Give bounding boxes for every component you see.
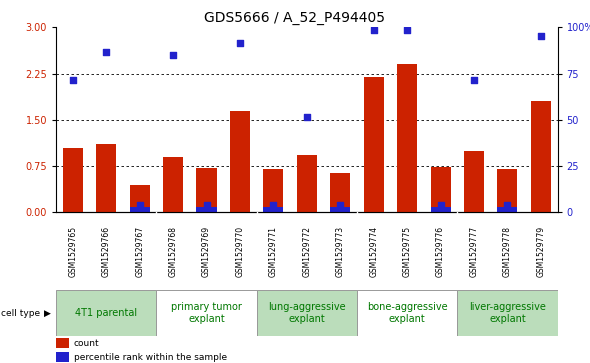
Bar (330, 207, 350, 212)
Point (436, 202, 445, 208)
Bar (63, 147, 83, 212)
Text: ▶: ▶ (44, 309, 51, 318)
Text: GSM1529769: GSM1529769 (202, 226, 211, 277)
Text: cell type: cell type (1, 309, 40, 318)
Bar (431, 207, 451, 212)
Point (135, 202, 145, 208)
Point (202, 202, 211, 208)
Text: GSM1529770: GSM1529770 (235, 226, 244, 277)
Bar (363, 77, 384, 212)
Text: GSM1529765: GSM1529765 (68, 226, 77, 277)
Bar (56, 338, 68, 348)
Point (503, 202, 512, 208)
Text: GSM1529772: GSM1529772 (302, 226, 312, 277)
Bar (531, 101, 551, 212)
Text: GSM1529771: GSM1529771 (269, 226, 278, 277)
Text: bone-aggressive
explant: bone-aggressive explant (367, 302, 447, 324)
Text: liver-aggressive
explant: liver-aggressive explant (469, 302, 546, 324)
Bar (297, 155, 317, 212)
Text: GSM1529774: GSM1529774 (369, 226, 378, 277)
Point (235, 40, 245, 45)
Text: GSM1529778: GSM1529778 (503, 226, 512, 277)
Text: GSM1529776: GSM1529776 (436, 226, 445, 277)
Text: GSM1529775: GSM1529775 (402, 226, 412, 277)
Point (168, 52, 178, 58)
Text: 4T1 parental: 4T1 parental (75, 308, 137, 318)
Bar (263, 207, 283, 212)
Text: lung-aggressive
explant: lung-aggressive explant (268, 302, 346, 324)
Bar (497, 169, 517, 212)
Bar (263, 169, 283, 212)
Bar (156, 290, 257, 336)
Bar (56, 290, 156, 336)
Text: primary tumor
explant: primary tumor explant (171, 302, 242, 324)
Point (369, 27, 378, 33)
Text: GSM1529767: GSM1529767 (135, 226, 144, 277)
Bar (497, 207, 517, 212)
Bar (357, 290, 457, 336)
Bar (196, 207, 217, 212)
Bar (56, 352, 68, 362)
Bar (397, 64, 417, 212)
Text: GSM1529777: GSM1529777 (470, 226, 478, 277)
Point (336, 202, 345, 208)
Point (101, 49, 111, 55)
Point (402, 27, 412, 33)
Bar (196, 168, 217, 212)
Bar (457, 290, 558, 336)
Bar (96, 144, 116, 212)
Point (68, 77, 77, 82)
Bar (431, 167, 451, 212)
Point (469, 77, 478, 82)
Bar (130, 185, 150, 212)
Bar (330, 174, 350, 212)
Bar (163, 157, 183, 212)
Bar (130, 207, 150, 212)
Text: GSM1529768: GSM1529768 (169, 226, 178, 277)
Text: count: count (74, 339, 99, 348)
Text: GSM1529766: GSM1529766 (101, 226, 111, 277)
Bar (257, 290, 357, 336)
Text: GSM1529773: GSM1529773 (336, 226, 345, 277)
Point (268, 202, 278, 208)
Bar (230, 110, 250, 212)
Text: GDS5666 / A_52_P494405: GDS5666 / A_52_P494405 (205, 11, 385, 25)
Text: percentile rank within the sample: percentile rank within the sample (74, 352, 227, 362)
Point (536, 33, 546, 39)
Text: GSM1529779: GSM1529779 (536, 226, 545, 277)
Bar (464, 151, 484, 212)
Point (302, 114, 312, 120)
